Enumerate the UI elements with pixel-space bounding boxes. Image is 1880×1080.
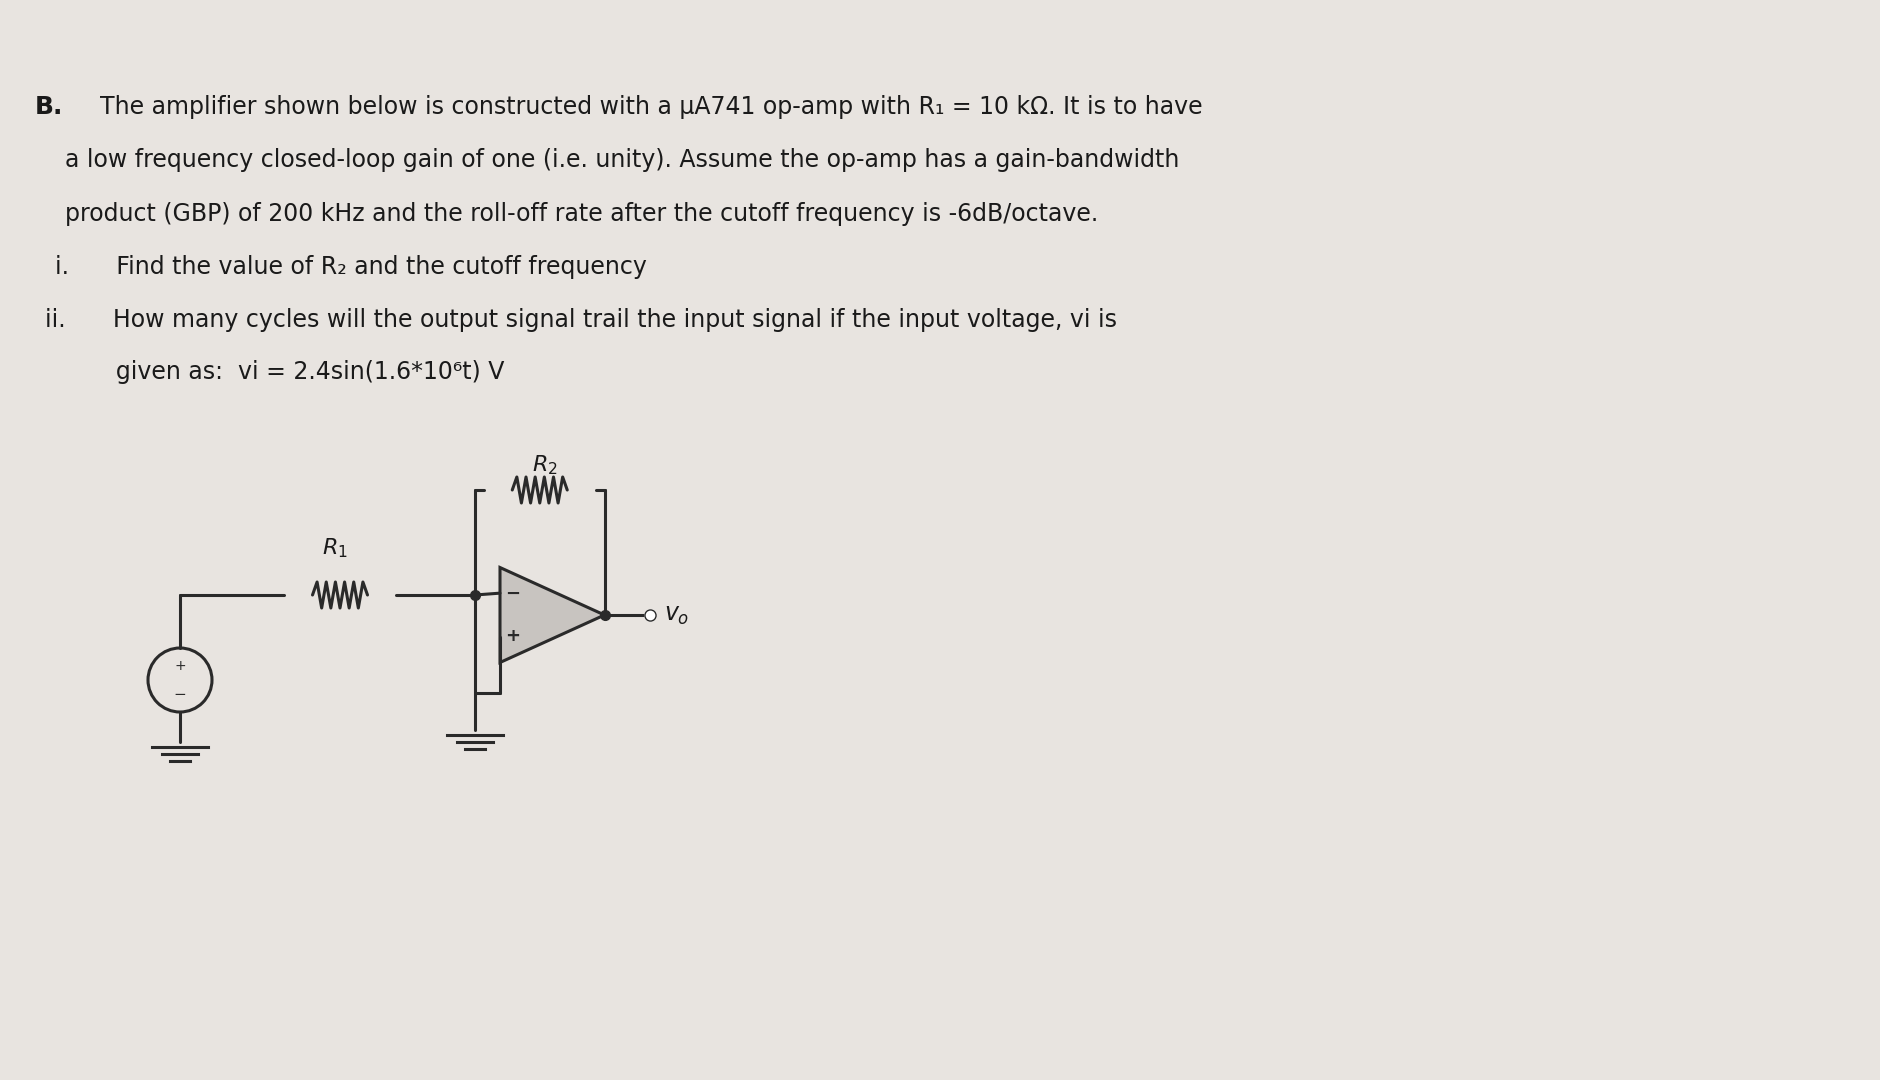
Text: −: − (506, 585, 521, 603)
Text: $R_1$: $R_1$ (321, 537, 348, 561)
Text: +: + (506, 626, 521, 645)
Text: given as:  vi = 2.4sin(1.6*10⁶t) V: given as: vi = 2.4sin(1.6*10⁶t) V (45, 360, 504, 384)
Text: a low frequency closed-loop gain of one (i.e. unity). Assume the op-amp has a ga: a low frequency closed-loop gain of one … (66, 148, 1179, 172)
Text: $\mathit{v_o}$: $\mathit{v_o}$ (664, 603, 690, 627)
Text: product (GBP) of 200 kHz and the roll-off rate after the cutoff frequency is -6d: product (GBP) of 200 kHz and the roll-of… (66, 202, 1098, 226)
Text: ii.  How many cycles will the output signal trail the input signal if the input : ii. How many cycles will the output sign… (45, 308, 1117, 332)
Text: −: − (173, 687, 186, 702)
Text: i.  Find the value of R₂ and the cutoff frequency: i. Find the value of R₂ and the cutoff f… (55, 255, 647, 279)
Text: The amplifier shown below is constructed with a μA741 op-amp with R₁ = 10 kΩ. It: The amplifier shown below is constructed… (100, 95, 1201, 119)
Text: B.: B. (36, 95, 64, 119)
Text: $R_2$: $R_2$ (532, 454, 556, 477)
Polygon shape (500, 567, 603, 662)
Text: +: + (175, 659, 186, 673)
